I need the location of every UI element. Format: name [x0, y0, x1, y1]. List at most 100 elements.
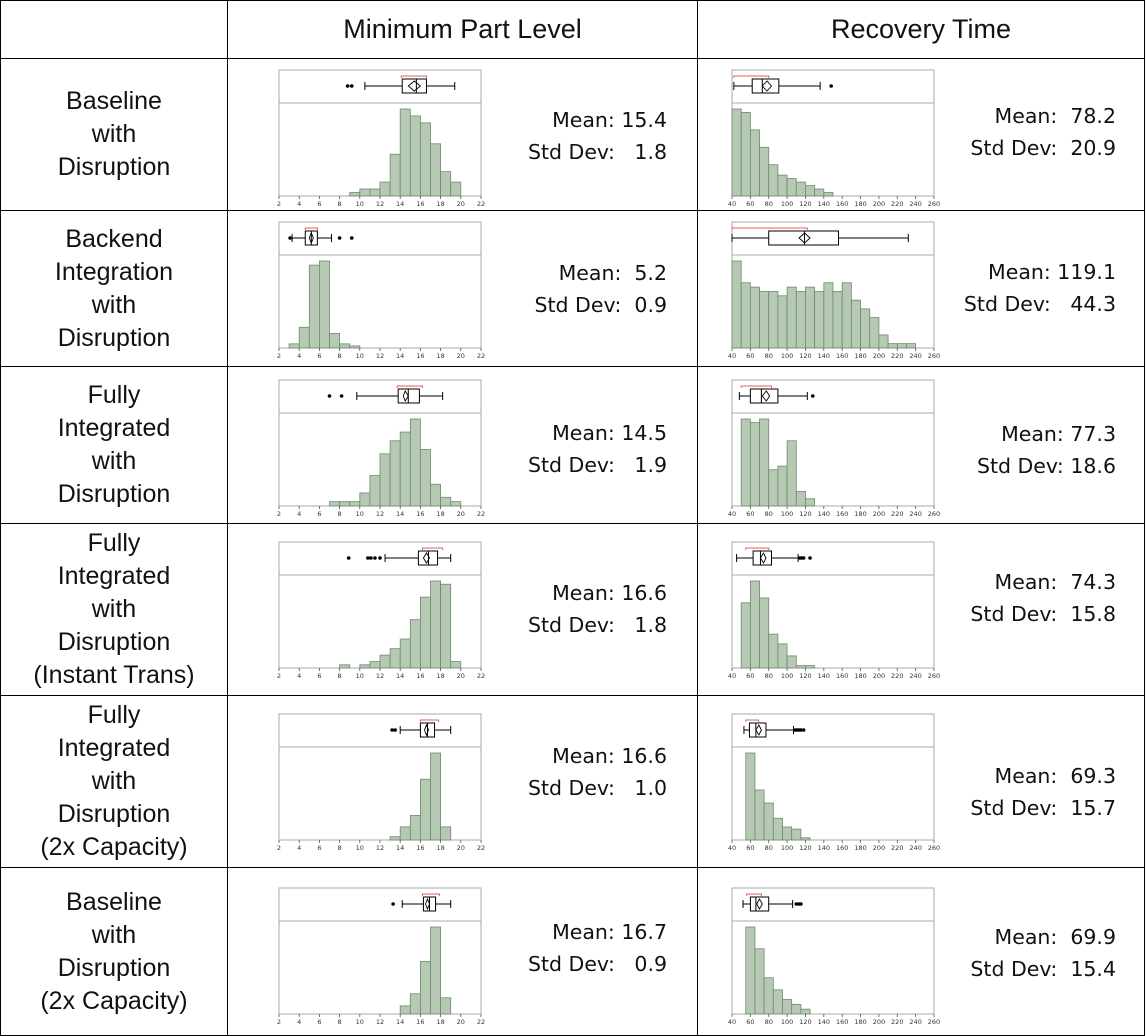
axis-tick-label: 180 — [854, 844, 866, 852]
outlier-point — [794, 902, 799, 906]
histogram-bar — [841, 282, 852, 349]
histogram-bar — [731, 108, 742, 197]
box-iqr — [749, 388, 779, 404]
axis-tick-label: 120 — [799, 200, 811, 208]
axis-tick-label: 4 — [297, 1018, 301, 1026]
histogram-bar — [850, 299, 861, 349]
histogram-recovery-time-baseline-2x: 40 60 80 100 120 140 160 180 200 220 240 260 — [728, 887, 940, 1026]
axis-tick-label: 2 — [277, 1018, 281, 1026]
histogram-bar — [440, 826, 452, 841]
stats-rt-row-4: Mean: 74.3 Std Dev: 15.8 — [940, 566, 1116, 630]
table-divider-middle — [697, 0, 698, 1036]
outlier-point — [373, 556, 377, 560]
axis-tick-label: 12 — [376, 1018, 384, 1026]
axis-tick-label: 160 — [836, 200, 848, 208]
std-dev-value: Std Dev: 44.3 — [963, 292, 1116, 316]
histogram-bar — [823, 282, 834, 349]
table-divider-label — [227, 0, 228, 1036]
stats-rt-row-6: Mean: 69.9 Std Dev: 15.4 — [940, 921, 1116, 985]
outlier-point — [391, 902, 395, 906]
mean-diamond — [424, 897, 430, 911]
axis-tick-label: 160 — [836, 672, 848, 680]
histogram-bar — [749, 580, 760, 669]
box-iqr — [401, 78, 427, 94]
row-label-text: Backend Integration with Disruption — [54, 224, 174, 352]
axis-tick-label: 8 — [338, 352, 342, 360]
axis-tick-label: 20 — [457, 844, 465, 852]
axis-tick-label: 60 — [746, 200, 754, 208]
axis-tick-label: 200 — [873, 672, 885, 680]
axis-tick-label: 100 — [781, 1018, 793, 1026]
stats-rt-row-5: Mean: 69.3 Std Dev: 15.7 — [940, 760, 1116, 824]
row-label-backend-integration: Backend Integration with Disruption — [1, 211, 227, 366]
outlier-point — [349, 84, 354, 88]
header-divider — [0, 58, 1145, 59]
axis-tick-label: 18 — [436, 672, 444, 680]
axis-tick-label: 16 — [416, 352, 424, 360]
axis-tick-label: 220 — [891, 1018, 903, 1026]
histogram-bar — [896, 343, 907, 349]
shortest-half-bracket — [746, 893, 762, 896]
axis-tick-label: 220 — [891, 844, 903, 852]
outlier-point — [390, 728, 394, 732]
histogram-min-part-level-backend: 2 4 6 8 10 12 14 16 18 20 22 — [277, 221, 485, 360]
axis-tick-label: 100 — [781, 352, 793, 360]
histogram-bar — [298, 326, 310, 349]
axis-tick-label: 10 — [356, 200, 364, 208]
histogram-bar — [740, 282, 751, 349]
outlier-point — [801, 728, 806, 732]
histogram-bar — [430, 143, 442, 197]
axis-tick-label: 18 — [436, 200, 444, 208]
axis-tick-label: 2 — [277, 510, 281, 518]
histogram-bar — [749, 422, 760, 507]
row-divider — [0, 366, 1145, 367]
axis-tick-label: 4 — [297, 844, 301, 852]
histogram-bar — [399, 826, 411, 841]
axis-tick-label: 8 — [338, 1018, 342, 1026]
axis-tick-label: 20 — [457, 200, 465, 208]
axis-tick-label: 6 — [317, 200, 321, 208]
row-label-text: Baseline with Disruption (2x Capacity) — [40, 887, 188, 1015]
stats-mpl-row-4: Mean: 16.6 Std Dev: 1.8 — [500, 577, 667, 641]
histogram-bar — [409, 115, 421, 197]
axis-tick-label: 220 — [891, 352, 903, 360]
axis-tick-label: 20 — [457, 510, 465, 518]
row-label-text: Baseline with Disruption — [57, 87, 171, 181]
axis-tick-label: 40 — [728, 200, 736, 208]
axis-tick-label: 120 — [799, 672, 811, 680]
histogram-bar — [777, 295, 788, 349]
axis-tick-label: 120 — [799, 844, 811, 852]
histogram-bar — [887, 343, 898, 349]
histogram-bar — [777, 465, 788, 507]
histogram-bar — [419, 960, 431, 1015]
axis-tick-label: 100 — [781, 672, 793, 680]
histogram-bar — [906, 343, 917, 349]
histogram-bar — [772, 817, 783, 841]
histogram-bar — [399, 1005, 411, 1015]
mean-diamond — [798, 232, 811, 244]
axis-tick-label: 160 — [836, 1018, 848, 1026]
axis-tick-label: 100 — [781, 844, 793, 852]
histogram-bar — [786, 178, 797, 197]
histogram-min-part-level-fully-integrated: 2 4 6 8 10 12 14 16 18 20 22 — [277, 379, 485, 518]
outlier-point — [799, 902, 803, 906]
axis-tick-label: 120 — [799, 352, 811, 360]
axis-tick-label: 22 — [477, 672, 485, 680]
outlier-point — [339, 394, 344, 398]
mean-value: Mean: 69.9 — [994, 925, 1116, 949]
axis-tick-label: 120 — [799, 510, 811, 518]
histogram-bar — [795, 491, 806, 507]
std-dev-value: Std Dev: 1.8 — [527, 613, 667, 637]
outlier-point — [366, 556, 370, 560]
axis-tick-label: 14 — [396, 510, 404, 518]
mean-value: Mean: 5.2 — [558, 261, 667, 285]
std-dev-value: Std Dev: 0.9 — [534, 293, 667, 317]
shortest-half-bracket — [400, 75, 427, 78]
axis-tick-label: 200 — [873, 352, 885, 360]
histogram-bar — [768, 291, 779, 349]
std-dev-value: Std Dev: 15.7 — [970, 796, 1116, 820]
histogram-bar — [731, 260, 742, 349]
outlier-point — [811, 394, 815, 398]
std-dev-value: Std Dev: 18.6 — [976, 454, 1116, 478]
table-border-top — [0, 0, 1145, 1]
